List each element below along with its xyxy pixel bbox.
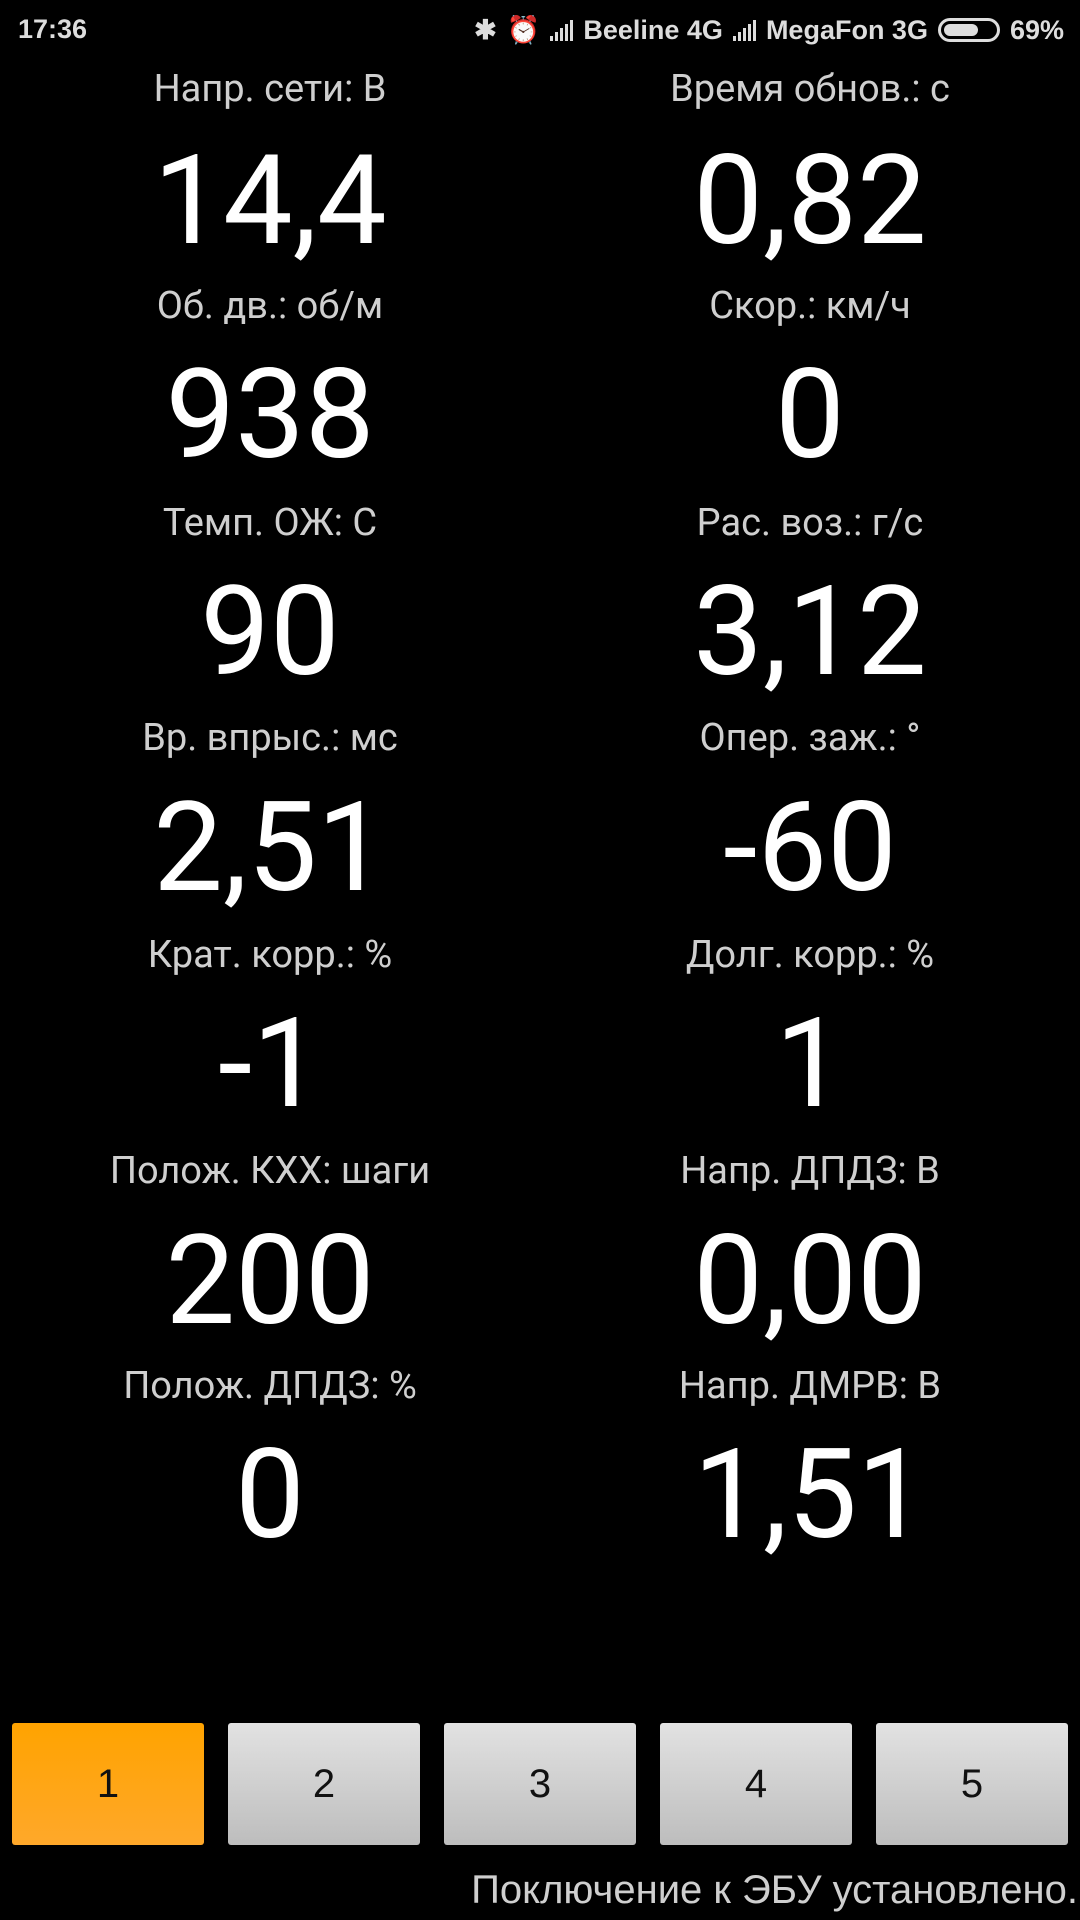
clock: 17:36 bbox=[18, 14, 88, 44]
param-label: Долг. корр.: % bbox=[685, 933, 935, 977]
param-label: Напр. сети: В bbox=[153, 67, 387, 111]
param-value: 0 bbox=[775, 343, 845, 488]
alarm-icon: ⏰ bbox=[506, 15, 541, 45]
param-value: 200 bbox=[165, 1209, 375, 1354]
signal-icon bbox=[732, 19, 756, 41]
param-label: Крат. корр.: % bbox=[147, 933, 393, 977]
param-label: Темп. ОЖ: С bbox=[162, 501, 378, 545]
param-value: 14,4 bbox=[153, 129, 387, 274]
param-label: Напр. ДПДЗ: В bbox=[680, 1149, 940, 1193]
param-label: Напр. ДМРВ: В bbox=[678, 1364, 942, 1408]
param-value: 0 bbox=[235, 1423, 305, 1568]
bluetooth-icon: ✱ bbox=[474, 14, 497, 45]
param-label: Опер. заж.: ° bbox=[699, 716, 921, 760]
page-button-1[interactable]: 1 bbox=[12, 1723, 204, 1845]
param-label: Рас. воз.: г/с bbox=[696, 501, 924, 545]
param-value: 1 bbox=[775, 992, 845, 1137]
param-label: Полож. ДПДЗ: % bbox=[123, 1364, 417, 1408]
param-value: 90 bbox=[200, 560, 340, 705]
carrier-1: Beeline 4G bbox=[583, 14, 723, 45]
page-button-4[interactable]: 4 bbox=[660, 1723, 852, 1845]
param-value: 0,00 bbox=[693, 1209, 927, 1354]
page-button-5[interactable]: 5 bbox=[876, 1723, 1068, 1845]
status-bar: 17:36 ✱ ⏰ Beeline 4G MegaFon 3G 69% bbox=[0, 0, 1080, 60]
param-value: 3,12 bbox=[693, 560, 927, 705]
page-button-2[interactable]: 2 bbox=[228, 1723, 420, 1845]
page-button-3[interactable]: 3 bbox=[444, 1723, 636, 1845]
param-value: -1 bbox=[218, 992, 322, 1137]
param-value: -60 bbox=[723, 776, 897, 921]
param-label: Скор.: км/ч bbox=[709, 284, 911, 328]
param-value: 1,51 bbox=[693, 1423, 927, 1568]
param-value: 938 bbox=[165, 343, 375, 488]
signal-icon bbox=[550, 19, 574, 41]
param-label: Об. дв.: об/м bbox=[156, 284, 384, 328]
param-value: 2,51 bbox=[153, 776, 387, 921]
battery-percent: 69% bbox=[1009, 14, 1064, 45]
carrier-2: MegaFon 3G bbox=[765, 14, 928, 45]
param-label: Вр. впрыс.: мс bbox=[142, 716, 398, 760]
param-label: Время обнов.: с bbox=[670, 67, 950, 111]
param-value: 0,82 bbox=[693, 129, 927, 274]
param-label: Полож. КХХ: шаги bbox=[109, 1149, 431, 1193]
connection-status: Поключение к ЭБУ установлено. bbox=[471, 1868, 1078, 1912]
battery-icon bbox=[937, 18, 1000, 42]
